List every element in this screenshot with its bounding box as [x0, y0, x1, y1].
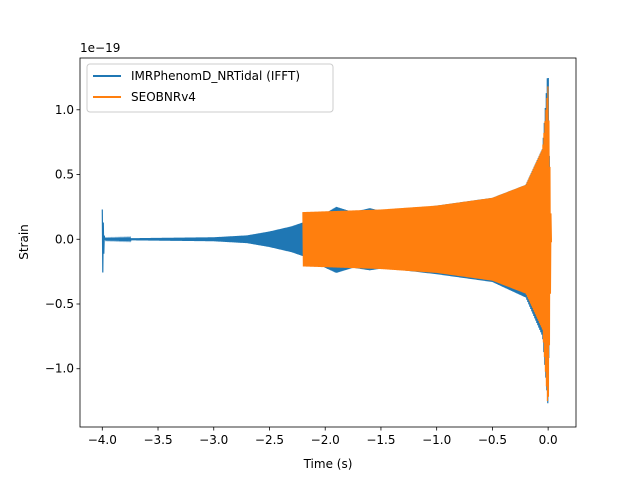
y-axis-label: Strain	[17, 224, 31, 260]
x-tick-label: −2.0	[311, 433, 340, 447]
legend-label-seobnrv4: SEOBNRv4	[131, 90, 196, 104]
x-tick-label: −0.5	[478, 433, 507, 447]
x-axis: −4.0 −3.5 −3.0 −2.5 −2.0 −1.5 −1.0 −0.5 0.0	[88, 427, 558, 447]
legend-box	[86, 63, 334, 113]
legend: IMRPhenomD_NRTidal (IFFT) SEOBNRv4	[86, 63, 334, 113]
y-tick-label: 1.0	[55, 103, 74, 117]
x-tick-label: −3.0	[199, 433, 228, 447]
x-tick-label: −1.0	[422, 433, 451, 447]
y-tick-label: −1.0	[45, 362, 74, 376]
x-tick-label: −3.5	[143, 433, 172, 447]
legend-label-imrphenomd: IMRPhenomD_NRTidal (IFFT)	[131, 69, 300, 83]
y-offset-text: 1e−19	[80, 41, 120, 55]
series-layer	[101, 78, 553, 404]
y-tick-label: −0.5	[45, 297, 74, 311]
x-tick-label: 0.0	[539, 433, 558, 447]
x-tick-label: −2.5	[255, 433, 284, 447]
plot-frame	[79, 57, 577, 428]
series-seobnrv4-line	[302, 86, 553, 402]
x-tick-label: −1.5	[366, 433, 395, 447]
x-axis-label: Time (s)	[303, 457, 353, 471]
x-tick-label: −4.0	[88, 433, 117, 447]
y-axis: −1.0 −0.5 0.0 0.5 1.0	[45, 103, 80, 376]
y-tick-label: 0.0	[55, 232, 74, 246]
y-tick-label: 0.5	[55, 168, 74, 182]
